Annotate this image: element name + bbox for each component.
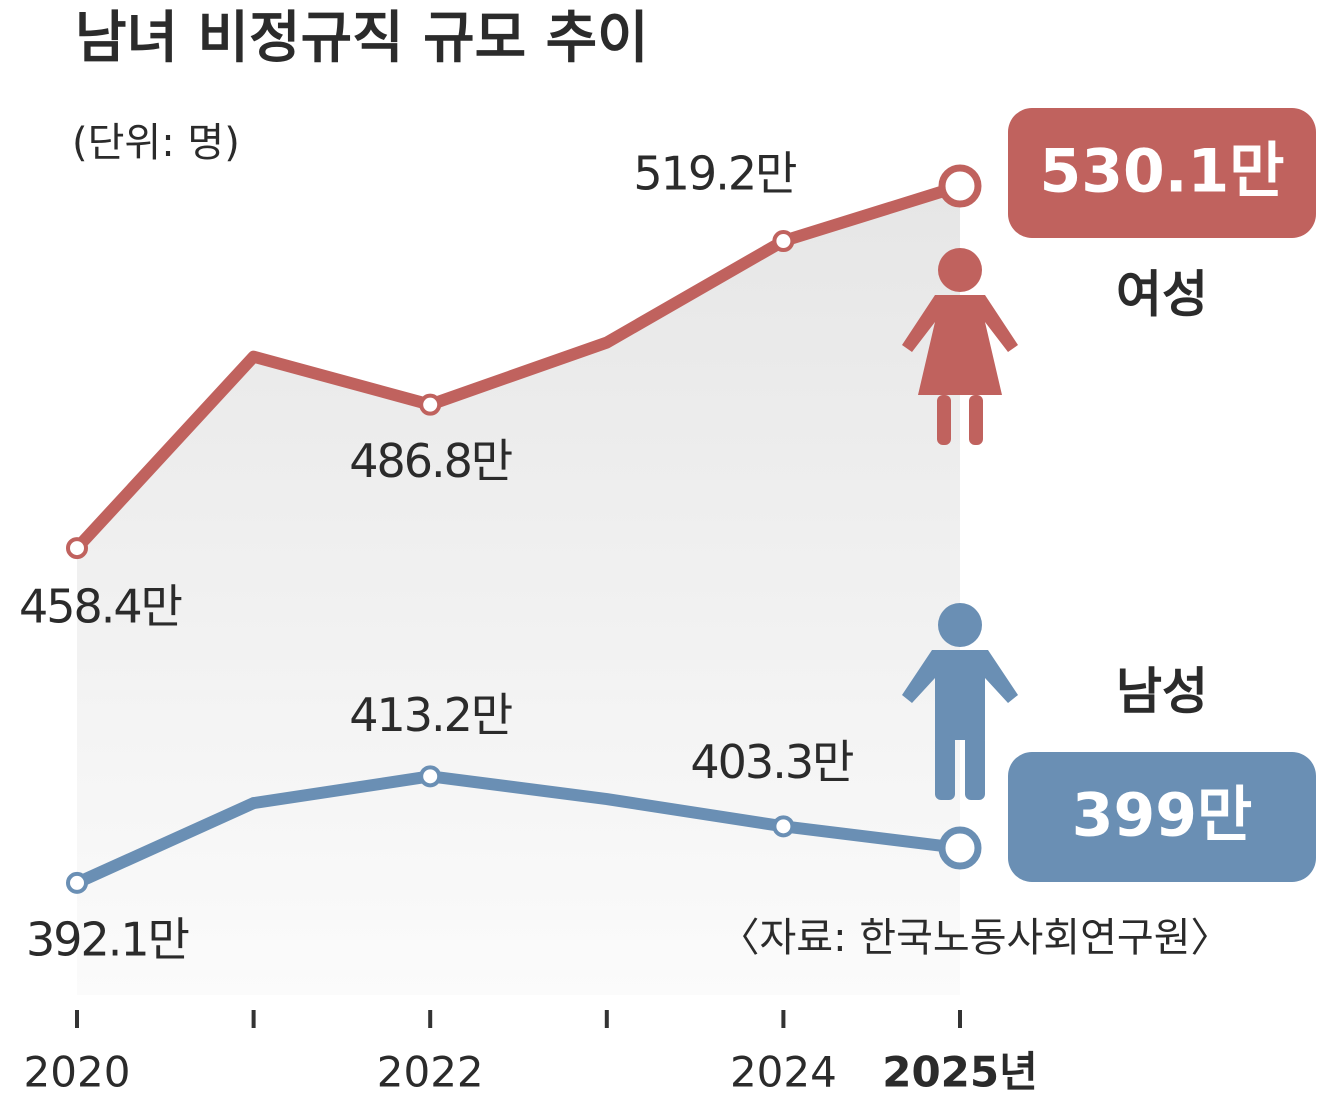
value-label: 519.2만: [633, 147, 796, 201]
point: [938, 826, 982, 870]
value-label: 458.4만: [19, 580, 182, 634]
value-label: 399만: [1072, 781, 1252, 851]
value-label: 392.1만: [26, 912, 189, 966]
area: [77, 185, 960, 995]
value-label: 413.2만: [349, 688, 512, 742]
chart-title: 남녀 비정규직 규모 추이: [75, 6, 649, 71]
source: 〈자료: 한국노동사회연구원〉: [720, 915, 1231, 961]
x-tick-label: 2020: [24, 1048, 131, 1097]
point: [772, 815, 795, 838]
woman-icon: [902, 248, 1018, 445]
point: [772, 230, 795, 253]
point: [938, 164, 982, 208]
point: [66, 871, 88, 894]
x-tick-label: 2025년: [882, 1048, 1038, 1097]
legend-label: 여성: [1116, 266, 1208, 324]
value-box: [1008, 752, 1316, 882]
chart-subtitle: (단위: 명): [72, 120, 240, 166]
point: [419, 765, 442, 788]
line: [71, 770, 966, 889]
man-icon: [902, 603, 1018, 800]
value-box: [1008, 108, 1316, 238]
value-label: 403.3만: [690, 735, 853, 789]
x-tick-label: 2022: [377, 1048, 484, 1097]
value-label: 530.1만: [1040, 137, 1285, 207]
legend-label: 남성: [1116, 663, 1208, 721]
point: [419, 393, 442, 416]
line: [71, 179, 966, 555]
point: [66, 537, 88, 560]
x-tick-label: 2024: [730, 1048, 837, 1097]
value-label: 486.8만: [349, 434, 512, 488]
